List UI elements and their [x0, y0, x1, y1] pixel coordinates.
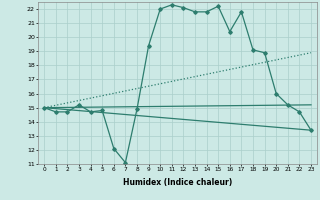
X-axis label: Humidex (Indice chaleur): Humidex (Indice chaleur): [123, 178, 232, 187]
